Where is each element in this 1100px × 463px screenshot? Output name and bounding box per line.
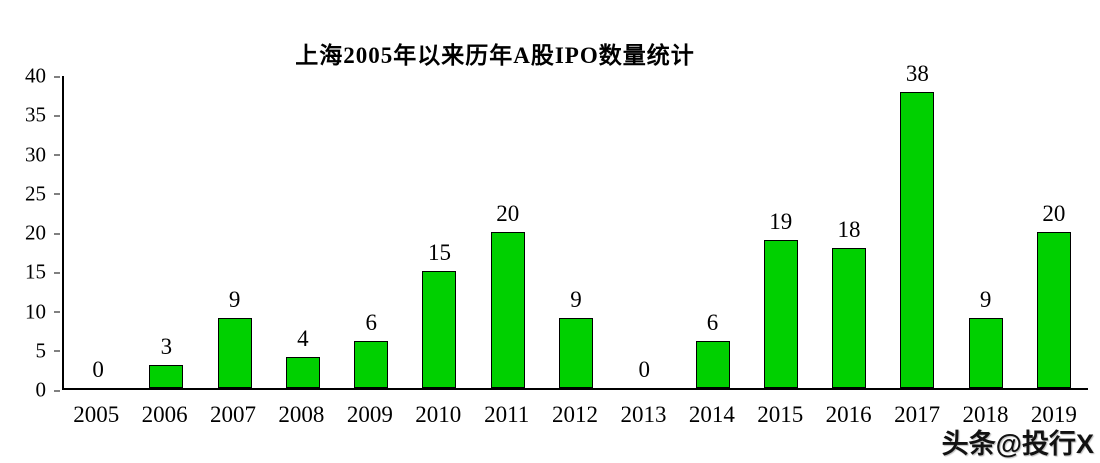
x-tick-label: 2016 <box>825 402 872 427</box>
bar-value-label: 6 <box>365 310 377 336</box>
bar <box>490 232 525 388</box>
bar-group-2016: 18 <box>815 76 883 388</box>
bar-group-2008: 4 <box>269 76 337 388</box>
y-tick-label: 5 <box>0 340 60 361</box>
x-tick-label: 2006 <box>141 402 188 427</box>
bar-group-2017: 38 <box>883 62 951 388</box>
bar-value-label: 20 <box>496 201 520 226</box>
y-tick-label: 30 <box>0 144 60 165</box>
bar <box>558 317 593 388</box>
x-axis: 2005 2006 2007 2008 2009 2010 2011 2012 2013 2014… <box>62 398 1088 432</box>
bar-value-label: 9 <box>979 286 992 312</box>
bar-group-2006: 3 <box>132 76 200 388</box>
bar <box>422 271 457 388</box>
x-tick-label: 2017 <box>894 402 941 427</box>
bar-group-2012: 9 <box>542 76 610 388</box>
bar-value-label: 3 <box>160 333 173 359</box>
y-tick-label: 20 <box>0 222 60 244</box>
bar-group-2019: 20 <box>1020 76 1088 388</box>
y-tick-label: 35 <box>0 104 60 126</box>
x-tick-label: 2009 <box>346 402 393 427</box>
x-tick-label: 2010 <box>415 402 462 427</box>
bar <box>354 341 389 388</box>
bar <box>695 341 730 388</box>
y-tick-label: 25 <box>0 183 60 204</box>
y-tick-label: 0 <box>0 379 60 401</box>
bar-group-2014: 6 <box>678 76 746 388</box>
bar <box>149 364 184 388</box>
bar-value-label: 20 <box>1042 201 1066 226</box>
bar-group-2013: 0 <box>610 76 678 388</box>
x-tick-label: 2008 <box>278 402 325 427</box>
bar-value-label: 0 <box>92 357 104 382</box>
bar-value-label: 4 <box>297 325 309 351</box>
plot-area: 0 3 9 4 6 15 20 9 0 6 19 18 38 9 20 <box>62 62 1088 390</box>
bar-value-label: 19 <box>769 208 793 234</box>
bar-group-2009: 6 <box>337 76 405 388</box>
bar-group-2010: 15 <box>405 76 473 388</box>
bar-group-2007: 9 <box>201 76 269 388</box>
bar-value-label: 15 <box>427 240 451 265</box>
x-tick-label: 2014 <box>688 402 735 427</box>
y-tick-label: 15 <box>0 261 60 283</box>
x-tick-label: 2015 <box>757 402 804 427</box>
x-tick-label: 2012 <box>552 402 599 427</box>
bar-value-label: 18 <box>837 216 861 242</box>
bar <box>900 91 935 388</box>
x-tick-label: 2005 <box>73 402 120 427</box>
x-tick-label: 2011 <box>484 402 530 427</box>
bar <box>285 356 320 388</box>
bar <box>832 247 867 388</box>
bar-group-2005: 0 <box>64 76 132 388</box>
bar-value-label: 38 <box>905 60 929 86</box>
x-tick-label: 2007 <box>210 402 257 427</box>
x-tick-label: 2013 <box>620 402 667 427</box>
y-tick-label: 10 <box>0 301 60 322</box>
bar-group-2015: 19 <box>747 76 815 388</box>
bar-value-label: 0 <box>638 357 651 382</box>
bar <box>217 317 252 388</box>
watermark: 头条@投行X <box>935 422 1094 461</box>
bar-group-2011: 20 <box>474 76 542 388</box>
bar-group-2018: 9 <box>951 76 1019 388</box>
bar-value-label: 9 <box>228 286 241 312</box>
bar <box>1036 232 1071 388</box>
bar-value-label: 6 <box>706 310 719 336</box>
bar <box>763 239 798 388</box>
y-tick-label: 40 <box>0 65 60 87</box>
chart-title: 上海2005年以来历年A股IPO数量统计 <box>295 43 695 68</box>
bar <box>968 317 1003 388</box>
y-axis: 40 35 30 25 20 15 10 5 0 <box>0 65 60 400</box>
bar-value-label: 9 <box>570 286 582 312</box>
